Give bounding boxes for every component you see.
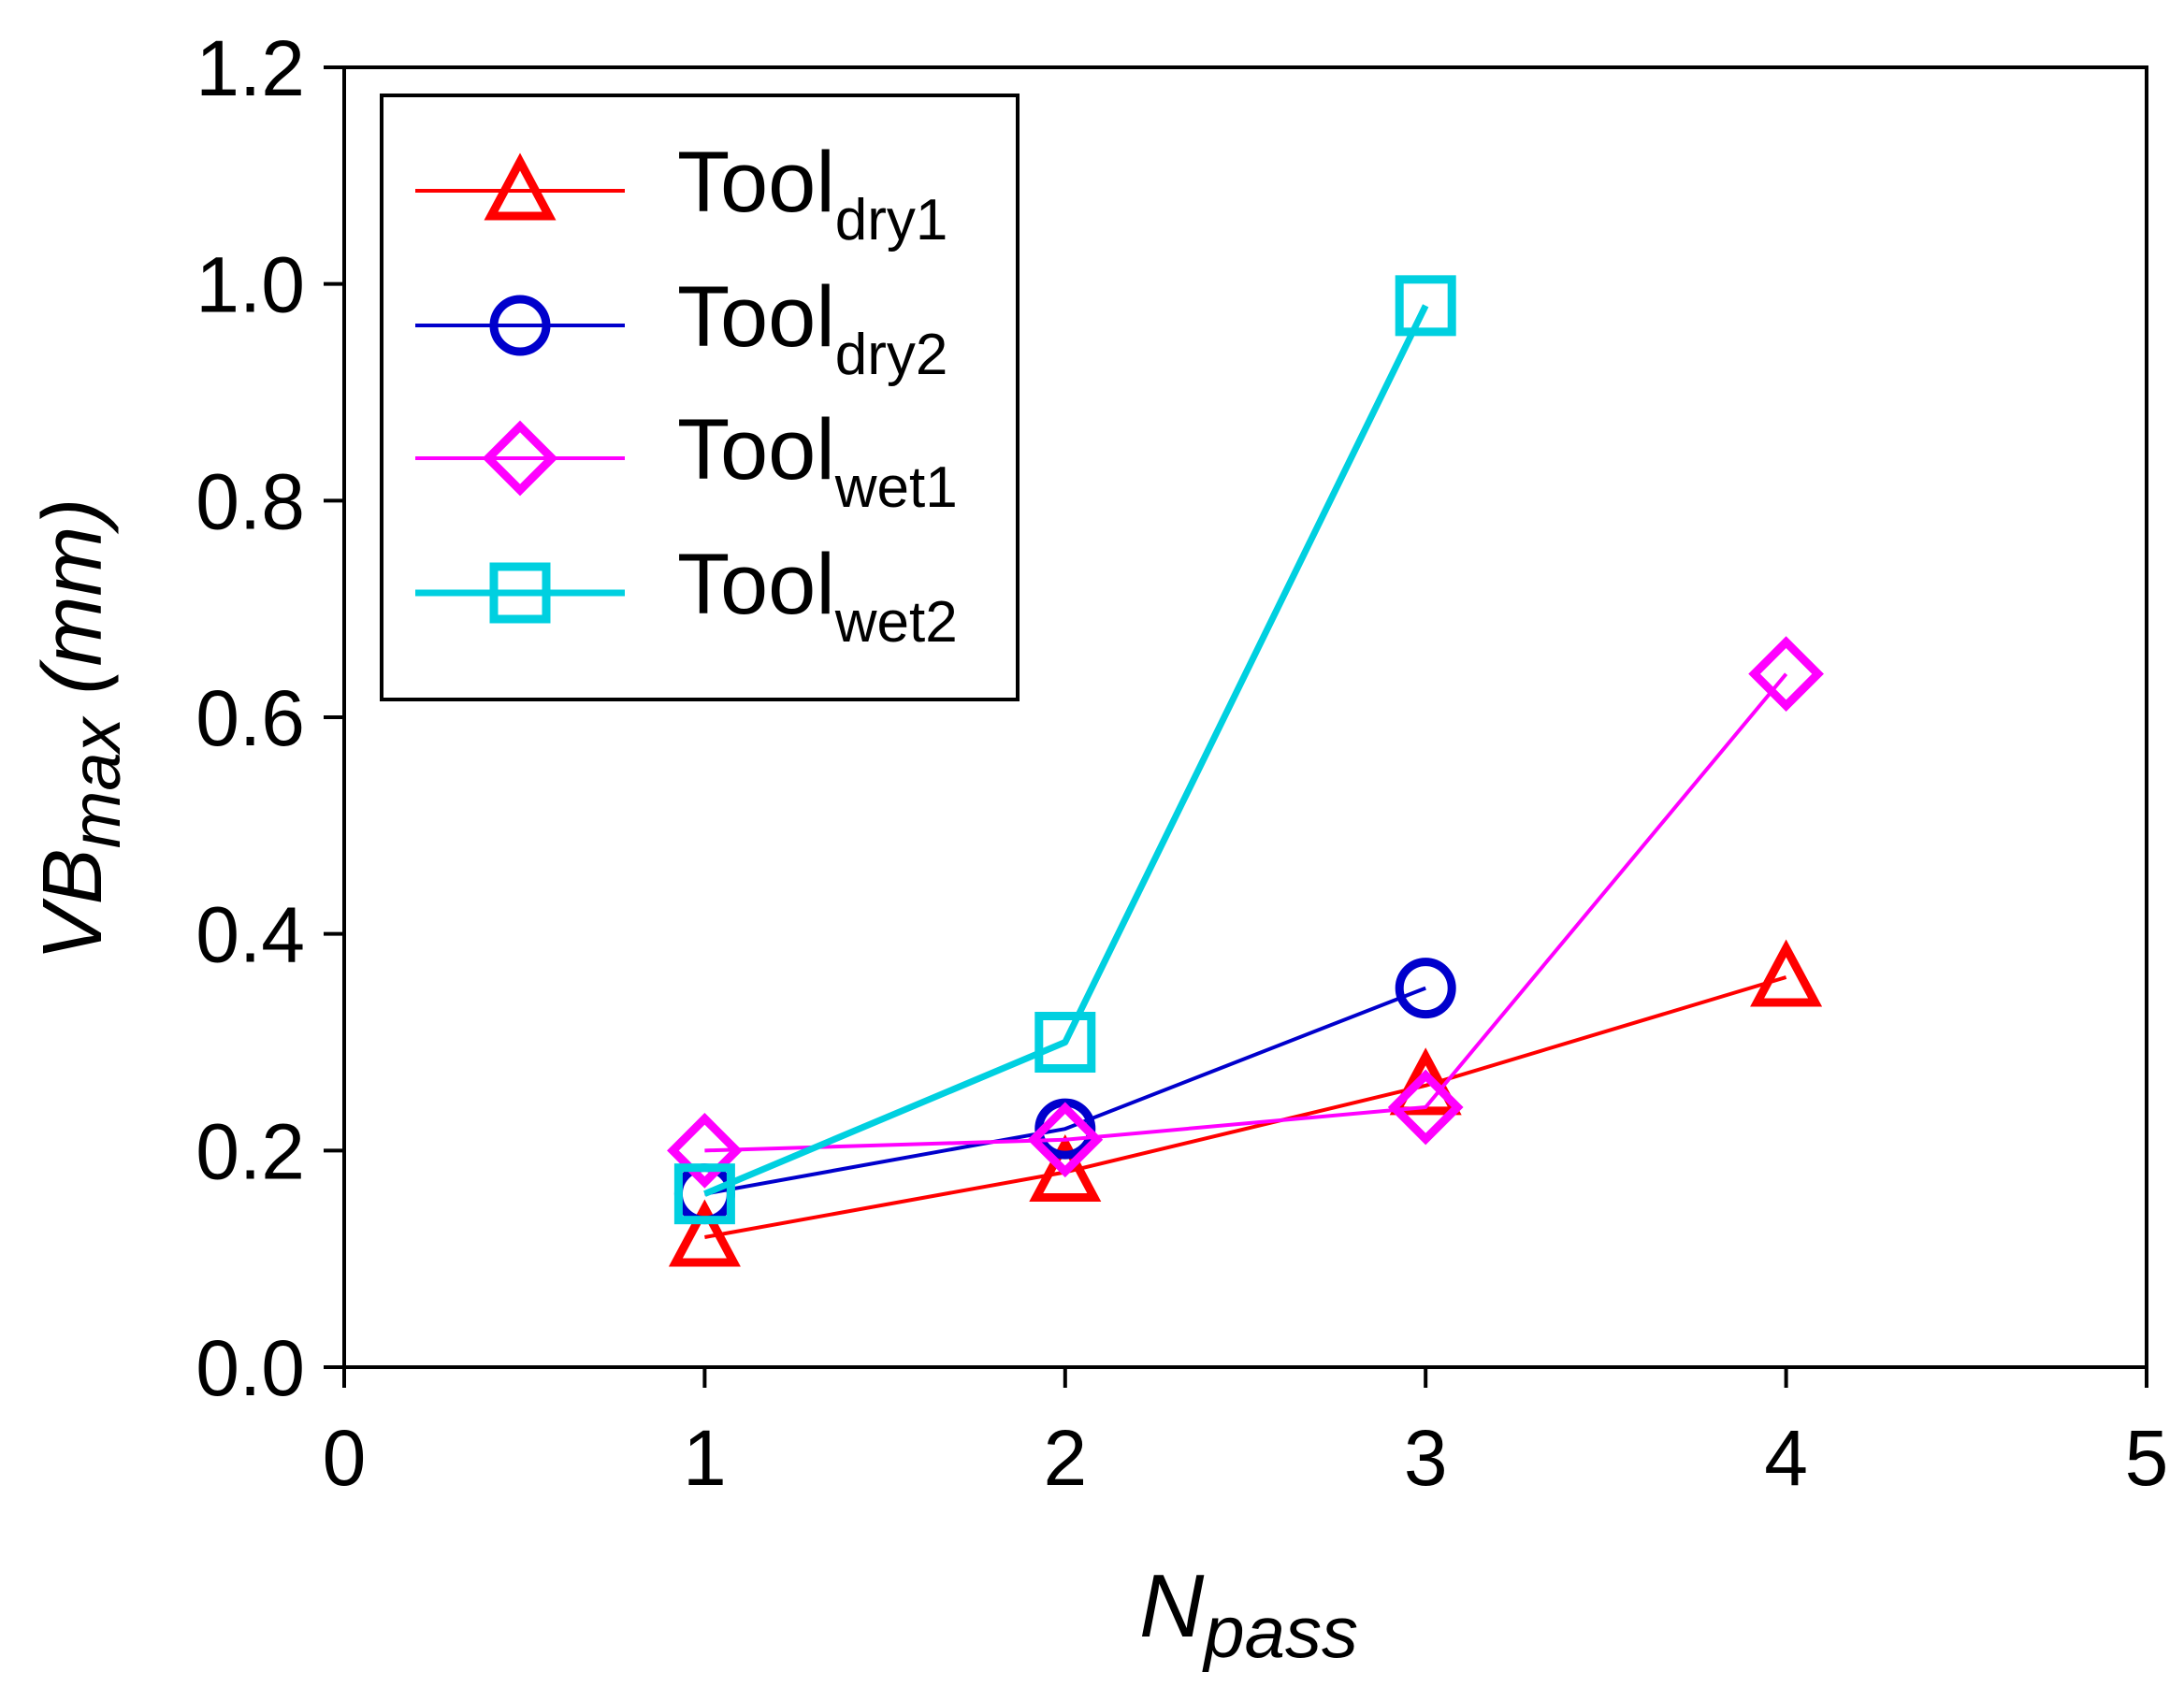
series-dry1 — [668, 939, 1823, 1267]
legend-marker-dry1 — [484, 152, 557, 221]
series-line-wet1 — [704, 672, 1788, 1153]
y-axis-title-unit: (mm) — [26, 498, 120, 718]
x-tick-label: 4 — [1764, 1414, 1808, 1502]
legend-label-main: Tool — [677, 135, 835, 230]
x-axis-title-sub: pass — [1202, 1591, 1358, 1673]
data-point-dry2 — [1395, 958, 1456, 1019]
series-dry2 — [673, 958, 1456, 1225]
y-tick-label: 0.4 — [195, 891, 305, 979]
legend-marker-wet1 — [482, 420, 558, 497]
legend-label-dry1: Tooldry1 — [677, 135, 947, 252]
data-point-wet2 — [1034, 1012, 1096, 1073]
data-point-dry1 — [1029, 1133, 1102, 1202]
legend-item-dry2: Tooldry2 — [415, 269, 947, 387]
plot-area — [667, 275, 1824, 1267]
legend-label-sub: wet1 — [834, 455, 958, 520]
legend-label-main: Tool — [677, 402, 835, 497]
series-wet1 — [667, 636, 1824, 1189]
legend-box — [380, 94, 1020, 701]
x-axis-title-main: N — [1139, 1556, 1205, 1656]
legend-label-sub: dry2 — [835, 323, 948, 387]
y-tick-label: 1.0 — [195, 241, 305, 329]
series-line-wet2 — [703, 304, 1429, 1197]
legend-label-wet2: Toolwet2 — [677, 537, 958, 655]
x-tick-label: 0 — [323, 1414, 367, 1502]
legend-marker-dry2 — [489, 295, 551, 356]
legend-item-dry1: Tooldry1 — [415, 135, 947, 252]
x-tick-label: 5 — [2125, 1414, 2169, 1502]
legend-label-main: Tool — [677, 537, 835, 632]
series-line-dry2 — [704, 986, 1426, 1196]
data-point-wet1 — [1387, 1069, 1464, 1146]
x-axis-title: Npass — [1139, 1556, 1358, 1673]
x-tick-label: 1 — [683, 1414, 727, 1502]
data-point-dry1 — [1750, 939, 1823, 1007]
legend-label-dry2: Tooldry2 — [677, 269, 947, 387]
data-point-dry1 — [668, 1199, 741, 1267]
axes: 0.0 0.2 0.4 0.6 0.8 1.0 1.2 0 1 2 3 4 5 Npass VBmax (m… — [26, 24, 2168, 1673]
legend-label-wet1: Toolwet1 — [677, 402, 958, 520]
data-point-wet1 — [667, 1112, 743, 1189]
legend-label-sub: dry1 — [835, 188, 948, 252]
y-tick-label: 0.2 — [195, 1107, 305, 1195]
data-point-dry1 — [1389, 1047, 1462, 1116]
data-point-wet1 — [1027, 1102, 1104, 1178]
series-line-dry1 — [704, 975, 1787, 1239]
data-point-wet1 — [1748, 636, 1824, 713]
legend-item-wet1: Toolwet1 — [415, 402, 958, 520]
y-axis-title-main: VB — [26, 848, 120, 960]
y-axis-title-sub: max — [57, 715, 135, 849]
y-tick-label: 0.6 — [195, 674, 305, 762]
legend-marker-wet2 — [489, 562, 551, 624]
y-axis-title: VBmax (mm) — [26, 498, 135, 961]
legend-label-sub: wet2 — [834, 590, 958, 655]
y-tick-label: 0.0 — [195, 1324, 305, 1412]
data-point-wet2 — [1395, 275, 1456, 337]
series-wet2 — [673, 275, 1456, 1225]
legend-item-wet2: Toolwet2 — [415, 537, 958, 655]
x-tick-label: 2 — [1043, 1414, 1087, 1502]
y-tick-label: 0.8 — [195, 457, 305, 545]
data-point-wet2 — [673, 1163, 735, 1225]
x-tick-label: 3 — [1404, 1414, 1448, 1502]
legend-label-main: Tool — [677, 269, 835, 365]
y-tick-label: 1.2 — [195, 24, 305, 112]
